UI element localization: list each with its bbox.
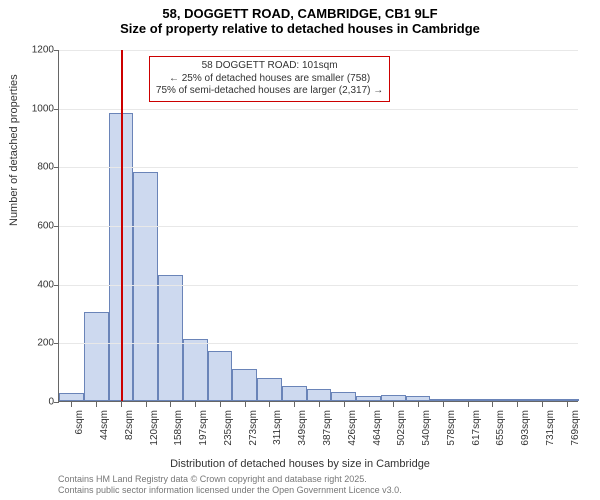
bar [84, 312, 109, 401]
bar [208, 351, 233, 401]
ytick-label: 400 [14, 279, 54, 290]
reference-line [121, 50, 123, 401]
grid-line [59, 50, 578, 51]
xtick-label: 502sqm [396, 410, 407, 446]
bar [133, 172, 158, 401]
ytick-label: 1000 [14, 103, 54, 114]
annot-line-1: 58 DOGGETT ROAD: 101sqm [156, 60, 383, 73]
ytick-label: 600 [14, 221, 54, 232]
xtick-label: 120sqm [149, 410, 160, 446]
xtick-label: 655sqm [495, 410, 506, 446]
xtick-label: 158sqm [173, 410, 184, 446]
x-axis-label: Distribution of detached houses by size … [0, 458, 600, 470]
xtick-label: 387sqm [322, 410, 333, 446]
bar [257, 378, 282, 401]
ytick-mark [54, 402, 59, 403]
xtick-mark [319, 401, 320, 407]
bar [232, 369, 257, 401]
ytick-mark [54, 50, 59, 51]
chart-container: 58, DOGGETT ROAD, CAMBRIDGE, CB1 9LF Siz… [0, 0, 600, 500]
xtick-label: 311sqm [272, 410, 283, 445]
ytick-mark [54, 285, 59, 286]
bar [307, 389, 332, 401]
title-block: 58, DOGGETT ROAD, CAMBRIDGE, CB1 9LF Siz… [0, 0, 600, 36]
xtick-label: 769sqm [570, 410, 581, 446]
annotation-box: 58 DOGGETT ROAD: 101sqm ← 25% of detache… [149, 56, 390, 102]
xtick-mark [492, 401, 493, 407]
ytick-mark [54, 226, 59, 227]
xtick-mark [294, 401, 295, 407]
xtick-mark [418, 401, 419, 407]
xtick-label: 6sqm [74, 410, 85, 434]
xtick-label: 273sqm [248, 410, 259, 446]
xtick-mark [567, 401, 568, 407]
xtick-mark [170, 401, 171, 407]
xtick-mark [369, 401, 370, 407]
footer-line1: Contains HM Land Registry data © Crown c… [58, 474, 402, 485]
xtick-label: 197sqm [198, 410, 209, 446]
xtick-mark [220, 401, 221, 407]
xtick-mark [542, 401, 543, 407]
xtick-label: 235sqm [223, 410, 234, 446]
y-axis-label: Number of detached properties [8, 74, 20, 226]
plot-area: 6sqm44sqm82sqm120sqm158sqm197sqm235sqm27… [58, 50, 578, 402]
xtick-mark [443, 401, 444, 407]
grid-line [59, 167, 578, 168]
xtick-mark [71, 401, 72, 407]
xtick-label: 731sqm [545, 410, 556, 446]
xtick-label: 617sqm [471, 410, 482, 446]
xtick-mark [468, 401, 469, 407]
xtick-mark [344, 401, 345, 407]
title-line2: Size of property relative to detached ho… [0, 21, 600, 36]
bar [158, 275, 183, 401]
ytick-label: 0 [14, 397, 54, 408]
bar [183, 339, 208, 401]
xtick-label: 426sqm [347, 410, 358, 446]
bar [331, 392, 356, 401]
xtick-label: 82sqm [124, 410, 135, 440]
ytick-mark [54, 167, 59, 168]
grid-line [59, 343, 578, 344]
xtick-mark [146, 401, 147, 407]
grid-line [59, 226, 578, 227]
xtick-mark [269, 401, 270, 407]
xtick-mark [121, 401, 122, 407]
annot-line-3: 75% of semi-detached houses are larger (… [156, 85, 383, 98]
title-line1: 58, DOGGETT ROAD, CAMBRIDGE, CB1 9LF [0, 6, 600, 21]
ytick-mark [54, 343, 59, 344]
ytick-mark [54, 109, 59, 110]
bar [59, 393, 84, 401]
grid-line [59, 285, 578, 286]
xtick-label: 464sqm [372, 410, 383, 446]
annot-line-2: ← 25% of detached houses are smaller (75… [156, 73, 383, 86]
xtick-label: 693sqm [520, 410, 531, 446]
ytick-label: 1200 [14, 45, 54, 56]
xtick-mark [195, 401, 196, 407]
ytick-label: 200 [14, 338, 54, 349]
xtick-mark [393, 401, 394, 407]
xtick-label: 578sqm [446, 410, 457, 446]
footer-line2: Contains public sector information licen… [58, 485, 402, 496]
xtick-mark [245, 401, 246, 407]
xtick-label: 44sqm [99, 410, 110, 440]
xtick-label: 349sqm [297, 410, 308, 446]
xtick-mark [517, 401, 518, 407]
bar [282, 386, 307, 401]
xtick-mark [96, 401, 97, 407]
ytick-label: 800 [14, 162, 54, 173]
grid-line [59, 109, 578, 110]
xtick-label: 540sqm [421, 410, 432, 446]
footer: Contains HM Land Registry data © Crown c… [58, 474, 402, 497]
